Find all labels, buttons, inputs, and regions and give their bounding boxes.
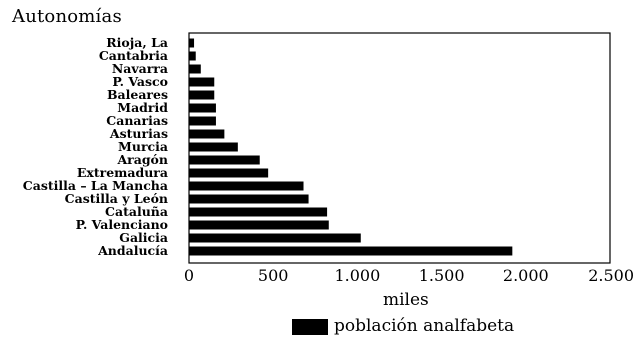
bar [189, 246, 513, 256]
category-label: Cataluña [105, 204, 168, 219]
category-label: Baleares [107, 87, 168, 102]
x-tick-label: 1.000 [334, 266, 380, 285]
bar [189, 181, 304, 191]
category-label: Madrid [117, 100, 168, 115]
x-tick-label: 2.000 [503, 266, 549, 285]
bar [189, 207, 328, 217]
x-tick-label: 2.500 [588, 266, 634, 285]
category-label: Galicia [119, 230, 168, 245]
bar [189, 64, 201, 74]
category-label: P. Valenciano [76, 217, 168, 232]
bar [189, 194, 309, 204]
bar [189, 129, 225, 139]
category-label: Murcia [118, 139, 168, 154]
x-tick-label: 1.500 [419, 266, 465, 285]
bar [189, 103, 216, 113]
category-label: Castilla y León [65, 191, 168, 206]
category-label: Andalucía [97, 243, 168, 258]
category-label: Castilla – La Mancha [23, 178, 168, 193]
bar [189, 233, 361, 243]
x-axis-label: miles [383, 290, 429, 310]
bar [189, 116, 216, 126]
x-tick-label: 500 [258, 266, 289, 285]
bar [189, 77, 215, 87]
x-tick-labels: 0 500 1.000 1.500 2.000 2.500 [184, 266, 634, 285]
bar [189, 155, 260, 165]
legend-label: población analfabeta [334, 316, 515, 336]
category-label: Extremadura [77, 165, 168, 180]
bar [189, 142, 238, 152]
category-label: P. Vasco [112, 74, 168, 89]
bar [189, 220, 329, 230]
bars [189, 38, 513, 256]
category-label: Asturias [109, 126, 168, 141]
category-label: Rioja, La [106, 35, 168, 50]
chart-title: Autonomías [12, 6, 122, 27]
bar [189, 90, 215, 100]
bar [189, 51, 196, 61]
x-tick-label: 0 [184, 266, 194, 285]
category-label: Cantabria [99, 48, 168, 63]
legend: población analfabeta [292, 318, 514, 335]
category-label: Aragón [116, 152, 168, 167]
bar [189, 38, 195, 48]
legend-swatch [292, 318, 328, 335]
category-label: Canarias [106, 113, 168, 128]
bar [189, 168, 269, 178]
category-label: Navarra [112, 61, 168, 76]
